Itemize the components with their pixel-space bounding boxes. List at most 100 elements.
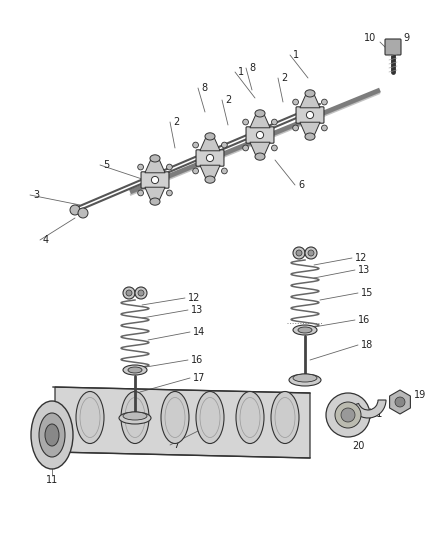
Circle shape: [293, 247, 305, 259]
Circle shape: [206, 155, 214, 161]
Polygon shape: [300, 95, 320, 108]
Wedge shape: [351, 400, 386, 418]
Text: 14: 14: [193, 327, 205, 337]
Text: 2: 2: [281, 73, 287, 83]
Ellipse shape: [205, 176, 215, 183]
Text: 13: 13: [191, 305, 203, 315]
Ellipse shape: [150, 155, 160, 162]
Text: 9: 9: [403, 33, 409, 43]
FancyBboxPatch shape: [196, 150, 224, 166]
Text: 20: 20: [352, 441, 364, 451]
Ellipse shape: [305, 90, 315, 97]
Ellipse shape: [236, 392, 264, 443]
Ellipse shape: [128, 367, 142, 373]
Polygon shape: [145, 187, 165, 200]
Text: 12: 12: [355, 253, 367, 263]
Ellipse shape: [205, 133, 215, 140]
Circle shape: [395, 397, 405, 407]
Ellipse shape: [123, 365, 147, 375]
Text: 8: 8: [249, 63, 255, 73]
Circle shape: [166, 190, 172, 196]
Text: 21: 21: [370, 409, 382, 419]
Circle shape: [272, 145, 277, 151]
Circle shape: [293, 99, 298, 105]
Text: 19: 19: [414, 390, 426, 400]
Circle shape: [256, 132, 264, 139]
Ellipse shape: [293, 325, 317, 335]
Circle shape: [296, 250, 302, 256]
Text: 13: 13: [358, 265, 370, 275]
Circle shape: [243, 119, 248, 125]
Polygon shape: [200, 138, 220, 151]
Ellipse shape: [305, 133, 315, 140]
Ellipse shape: [271, 392, 299, 443]
Circle shape: [78, 208, 88, 218]
Ellipse shape: [45, 424, 59, 446]
Circle shape: [341, 408, 355, 422]
Text: 1: 1: [293, 50, 299, 60]
Ellipse shape: [196, 392, 224, 443]
Circle shape: [307, 111, 314, 119]
Circle shape: [126, 290, 132, 296]
Ellipse shape: [150, 198, 160, 205]
Circle shape: [293, 125, 298, 131]
Circle shape: [138, 290, 144, 296]
Polygon shape: [200, 165, 220, 178]
Text: 2: 2: [173, 117, 179, 127]
Polygon shape: [55, 387, 310, 458]
Circle shape: [222, 168, 227, 174]
Text: 12: 12: [188, 293, 200, 303]
Ellipse shape: [255, 153, 265, 160]
Ellipse shape: [289, 374, 321, 386]
Ellipse shape: [31, 401, 73, 469]
Ellipse shape: [255, 110, 265, 117]
Circle shape: [308, 250, 314, 256]
Ellipse shape: [121, 392, 149, 443]
Text: 3: 3: [33, 190, 39, 200]
FancyBboxPatch shape: [141, 172, 169, 188]
Circle shape: [138, 190, 144, 196]
Text: 18: 18: [361, 340, 373, 350]
Text: 17: 17: [193, 373, 205, 383]
Ellipse shape: [298, 327, 312, 333]
Polygon shape: [300, 122, 320, 135]
Text: 8: 8: [201, 83, 207, 93]
Polygon shape: [250, 115, 270, 128]
Circle shape: [166, 164, 172, 170]
Text: 11: 11: [46, 475, 58, 485]
Ellipse shape: [119, 412, 151, 424]
Ellipse shape: [293, 374, 317, 382]
Text: 4: 4: [43, 235, 49, 245]
Polygon shape: [250, 142, 270, 155]
Text: 16: 16: [358, 315, 370, 325]
Circle shape: [193, 168, 198, 174]
FancyBboxPatch shape: [296, 107, 324, 123]
Ellipse shape: [123, 412, 147, 420]
Circle shape: [243, 145, 248, 151]
Circle shape: [123, 287, 135, 299]
Text: 7: 7: [173, 440, 179, 450]
Text: 1: 1: [238, 67, 244, 77]
Ellipse shape: [39, 413, 65, 457]
Ellipse shape: [76, 392, 104, 443]
Circle shape: [135, 287, 147, 299]
Polygon shape: [145, 160, 165, 173]
Text: 6: 6: [298, 180, 304, 190]
Text: 2: 2: [225, 95, 231, 105]
Circle shape: [138, 164, 144, 170]
Circle shape: [222, 142, 227, 148]
Circle shape: [321, 125, 327, 131]
Ellipse shape: [161, 392, 189, 443]
Circle shape: [321, 99, 327, 105]
Text: 10: 10: [364, 33, 376, 43]
Circle shape: [305, 247, 317, 259]
Circle shape: [152, 176, 159, 183]
FancyBboxPatch shape: [385, 39, 401, 55]
Text: 16: 16: [191, 355, 203, 365]
Text: 15: 15: [361, 288, 373, 298]
Circle shape: [193, 142, 198, 148]
FancyBboxPatch shape: [246, 127, 274, 143]
Text: 5: 5: [103, 160, 109, 170]
Circle shape: [70, 205, 80, 215]
Circle shape: [326, 393, 370, 437]
